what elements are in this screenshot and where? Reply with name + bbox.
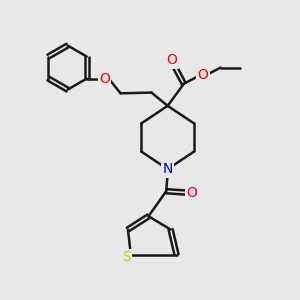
Text: O: O xyxy=(186,186,197,200)
Text: S: S xyxy=(122,250,131,265)
Text: O: O xyxy=(99,72,110,86)
Text: O: O xyxy=(167,53,178,67)
Text: N: N xyxy=(163,162,173,176)
Text: O: O xyxy=(198,68,208,82)
